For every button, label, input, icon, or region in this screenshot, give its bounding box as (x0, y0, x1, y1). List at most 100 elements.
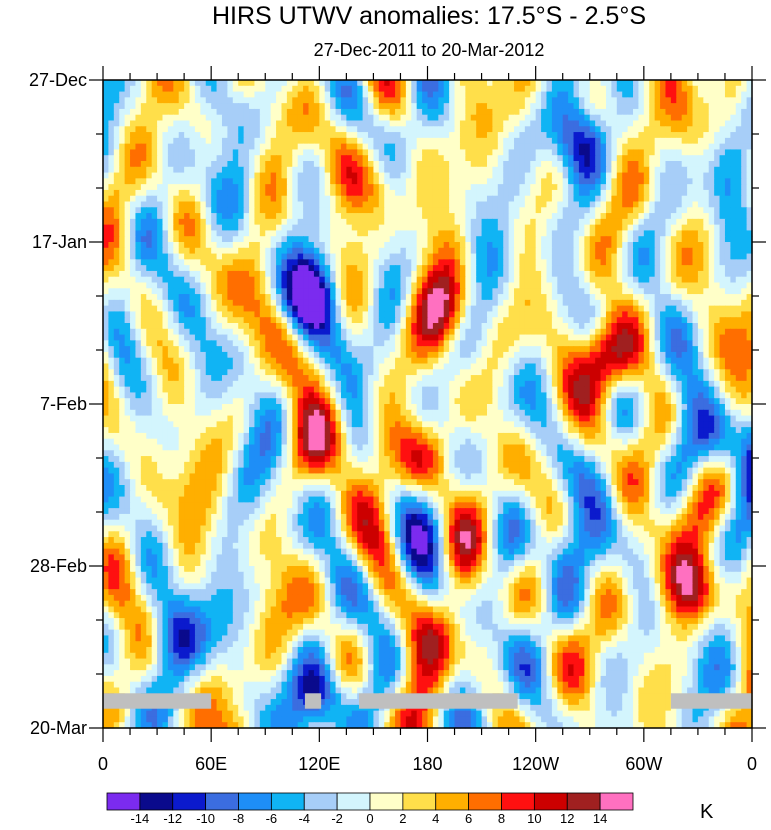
heatmap-cell (438, 230, 445, 237)
heatmap-cell (303, 126, 310, 133)
heatmap-cell (573, 166, 580, 174)
heatmap-cell (319, 161, 326, 168)
heatmap-cell (443, 108, 450, 116)
heatmap-cell (687, 253, 694, 260)
heatmap-cell (108, 207, 115, 214)
heatmap-cell (519, 155, 526, 162)
heatmap-cell (573, 276, 580, 284)
heatmap-cell (243, 207, 250, 214)
heatmap-cell (362, 253, 369, 260)
heatmap-cell (373, 137, 380, 145)
heatmap-cell (573, 288, 580, 295)
heatmap-cell (373, 247, 380, 255)
heatmap-cell (643, 247, 650, 255)
heatmap-cell (238, 126, 245, 133)
heatmap-cell (243, 184, 250, 191)
heatmap-cell (627, 195, 634, 203)
heatmap-cell (476, 132, 483, 139)
heatmap-cell (254, 230, 261, 237)
heatmap-cell (519, 184, 526, 191)
heatmap-cell (249, 178, 256, 185)
heatmap-cell (400, 161, 407, 168)
heatmap-cell (708, 230, 715, 237)
heatmap-cell (259, 161, 266, 168)
heatmap-cell (665, 242, 672, 249)
heatmap-cell (119, 288, 126, 295)
heatmap-cell (530, 253, 537, 260)
heatmap-cell (719, 114, 726, 122)
heatmap-cell (660, 108, 667, 116)
heatmap-cell (416, 161, 423, 168)
heatmap-cell (681, 294, 688, 301)
heatmap-cell (519, 132, 526, 139)
heatmap-cell (194, 80, 201, 87)
heatmap-cell (670, 218, 677, 226)
heatmap-cell (427, 317, 434, 324)
heatmap-cell (270, 276, 277, 284)
heatmap-cell (622, 155, 629, 162)
heatmap-cell (162, 242, 169, 249)
heatmap-cell (530, 294, 537, 301)
heatmap-cell (221, 97, 228, 104)
heatmap-cell (189, 155, 196, 162)
heatmap-cell (124, 132, 131, 139)
heatmap-cell (692, 85, 699, 93)
heatmap-cell (184, 207, 191, 214)
heatmap-cell (508, 155, 515, 162)
heatmap-cell (714, 166, 721, 174)
heatmap-cell (735, 195, 742, 203)
heatmap-cell (411, 143, 418, 151)
heatmap-cell (654, 195, 661, 203)
heatmap-cell (113, 294, 120, 301)
heatmap-cell (249, 137, 256, 145)
heatmap-cell (276, 276, 283, 284)
heatmap-cell (178, 143, 185, 151)
heatmap-cell (167, 242, 174, 249)
heatmap-cell (103, 207, 110, 214)
heatmap-cell (449, 288, 456, 295)
heatmap-cell (173, 178, 180, 185)
heatmap-cell (297, 85, 304, 93)
heatmap-cell (151, 265, 158, 272)
heatmap-cell (697, 132, 704, 139)
heatmap-cell (654, 213, 661, 220)
heatmap-cell (313, 282, 320, 289)
heatmap-cell (443, 143, 450, 151)
heatmap-cell (335, 172, 342, 179)
heatmap-cell (616, 195, 623, 203)
heatmap-cell (481, 195, 488, 203)
heatmap-cell (427, 282, 434, 289)
heatmap-cell (135, 91, 142, 98)
heatmap-cell (578, 305, 585, 313)
heatmap-cell (378, 143, 385, 151)
heatmap-cell (173, 91, 180, 98)
heatmap-cell (519, 218, 526, 226)
heatmap-cell (211, 253, 218, 260)
heatmap-cell (238, 270, 245, 278)
heatmap-cell (297, 270, 304, 278)
heatmap-cell (541, 259, 548, 266)
heatmap-cell (600, 120, 607, 127)
heatmap-cell (238, 132, 245, 139)
heatmap-cell (660, 282, 667, 289)
heatmap-cell (157, 85, 164, 93)
heatmap-cell (557, 97, 564, 104)
heatmap-cell (108, 282, 115, 289)
heatmap-cell (514, 80, 521, 87)
heatmap-cell (541, 120, 548, 127)
heatmap-cell (265, 224, 272, 232)
heatmap-cell (692, 213, 699, 220)
heatmap-cell (330, 294, 337, 301)
heatmap-cell (703, 299, 710, 307)
heatmap-cell (249, 236, 256, 243)
heatmap-cell (146, 253, 153, 260)
heatmap-cell (443, 103, 450, 110)
heatmap-cell (562, 242, 569, 249)
heatmap-cell (600, 242, 607, 249)
heatmap-cell (735, 103, 742, 110)
heatmap-cell (259, 178, 266, 185)
heatmap-cell (481, 126, 488, 133)
heatmap-cell (562, 305, 569, 313)
heatmap-cell (108, 276, 115, 284)
heatmap-cell (551, 143, 558, 151)
